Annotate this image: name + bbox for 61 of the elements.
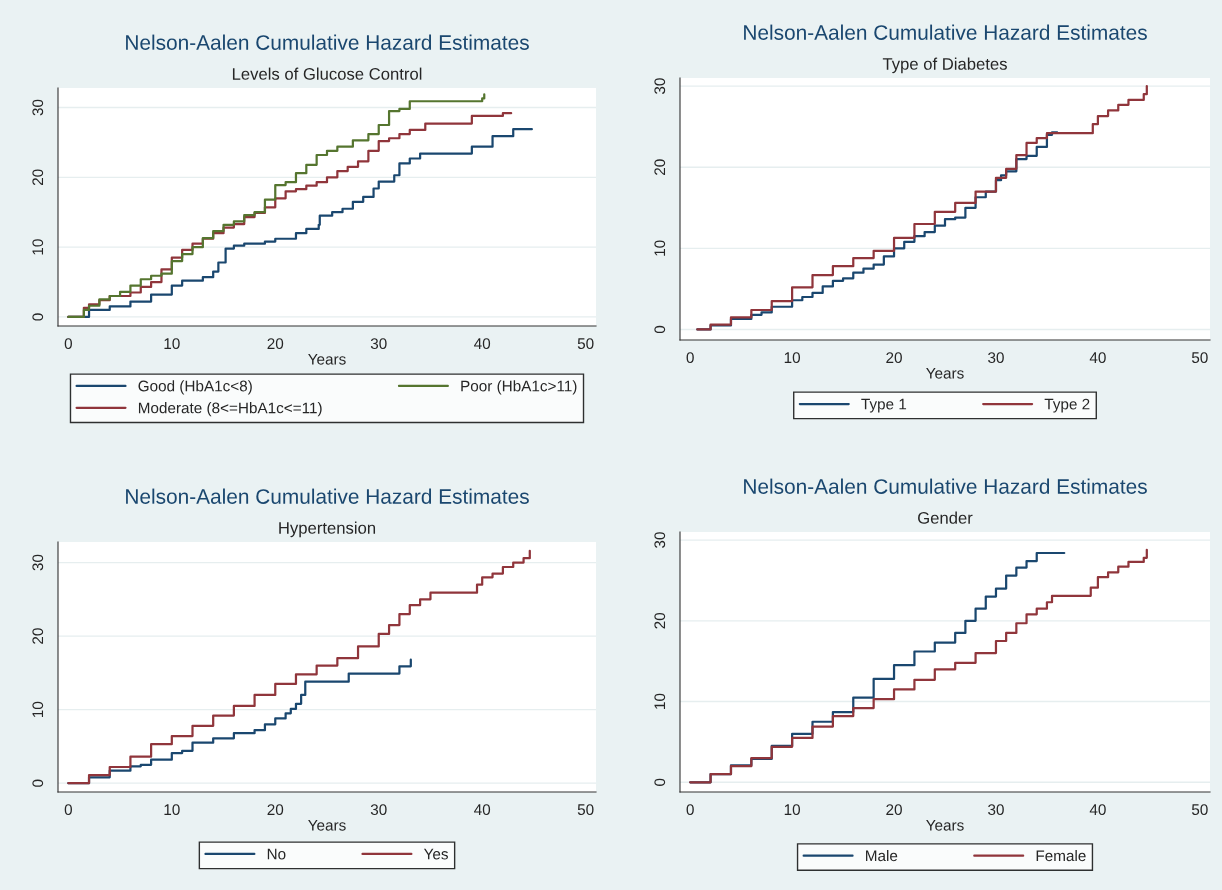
x-axis-title: Years [926, 820, 964, 831]
y-tick-label: 10 [654, 240, 666, 256]
y-tick-label: 20 [654, 612, 666, 629]
chart-title: Nelson-Aalen Cumulative Hazard Estimates [126, 488, 529, 504]
y-tick-label: 10 [654, 693, 666, 709]
y-tick-label: 10 [32, 239, 44, 255]
chart-title: Nelson-Aalen Cumulative Hazard Estimates [744, 24, 1147, 40]
legend-label: Yes [423, 848, 448, 860]
x-tick-label: 40 [1089, 352, 1106, 364]
chart-title: Nelson-Aalen Cumulative Hazard Estimates [126, 34, 529, 50]
chart-subtitle: Levels of Glucose Control [232, 67, 422, 80]
x-tick-label: 10 [784, 804, 801, 816]
x-tick-label: 20 [267, 804, 284, 816]
y-tick-label: 30 [654, 532, 666, 548]
x-tick-label: 50 [1191, 804, 1208, 816]
x-tick-label: 30 [988, 804, 1004, 816]
x-tick-label: 30 [370, 804, 387, 816]
y-tick-label: 10 [32, 701, 44, 717]
x-tick-label: 40 [1089, 804, 1106, 816]
x-tick-label: 0 [64, 804, 72, 816]
legend-label: Type 2 [1044, 398, 1090, 413]
x-tick-label: 40 [474, 338, 491, 350]
legend-label: Female [1036, 849, 1086, 862]
y-tick-label: 30 [654, 78, 666, 95]
chart-subtitle: Hypertension [279, 521, 376, 538]
y-tick-label: 0 [32, 779, 44, 787]
y-tick-label: 20 [654, 159, 666, 175]
y-tick-label: 20 [32, 169, 44, 186]
x-tick-label: 10 [784, 352, 801, 364]
legend-label: Poor (HbA1c>11) [461, 380, 577, 395]
x-tick-label: 10 [164, 804, 180, 816]
x-tick-label: 20 [886, 804, 902, 816]
x-tick-label: 50 [577, 804, 594, 816]
x-tick-label: 0 [64, 338, 72, 350]
x-tick-label: 50 [577, 338, 594, 350]
y-tick-label: 0 [32, 313, 44, 321]
x-axis-title: Years [308, 354, 346, 365]
y-tick-label: 20 [32, 628, 44, 644]
x-tick-label: 40 [474, 804, 491, 816]
x-tick-label: 30 [988, 352, 1004, 364]
legend-label: Male [866, 849, 898, 862]
x-tick-label: 50 [1191, 352, 1208, 364]
x-tick-label: 20 [267, 338, 284, 350]
chart-title: Nelson-Aalen Cumulative Hazard Estimates [744, 478, 1147, 494]
chart-subtitle: Gender [918, 511, 973, 524]
chart-subtitle: Type of Diabetes [882, 57, 1007, 74]
x-axis-title: Years [926, 368, 964, 379]
legend-label: No [267, 848, 286, 860]
x-tick-label: 20 [886, 352, 902, 364]
legend-label: Type 1 [861, 398, 907, 413]
x-tick-label: 0 [686, 352, 694, 364]
y-tick-label: 30 [32, 99, 44, 116]
x-axis-title: Years [308, 820, 346, 831]
x-tick-label: 0 [686, 804, 694, 816]
y-tick-label: 0 [654, 325, 666, 334]
x-tick-label: 30 [370, 338, 387, 350]
x-tick-label: 10 [164, 338, 180, 350]
legend-label: Good (HbA1c<8) [138, 380, 252, 395]
y-tick-label: 0 [654, 778, 666, 786]
legend-label: Moderate (8<=HbA1c<=11) [138, 402, 322, 417]
y-tick-label: 30 [32, 554, 44, 571]
